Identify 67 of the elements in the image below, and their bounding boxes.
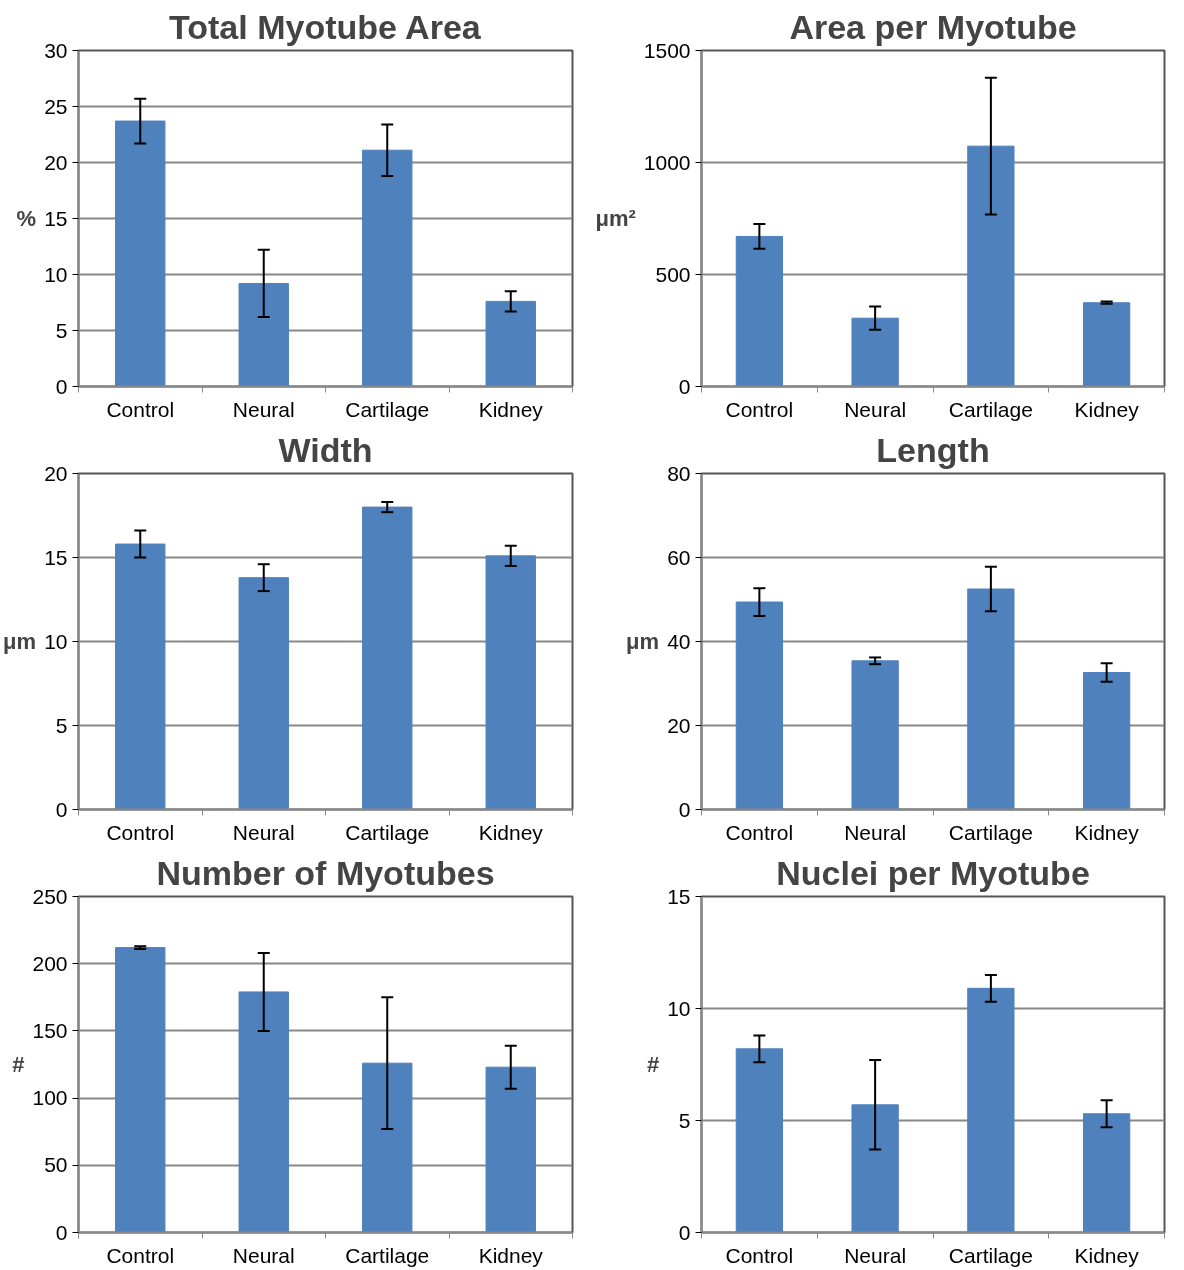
y-tick-label: 5 bbox=[55, 713, 68, 737]
x-tick-label: Cartilage bbox=[948, 1243, 1033, 1267]
y-axis-title: % bbox=[16, 206, 37, 231]
x-tick-label: Kidney bbox=[478, 820, 544, 844]
y-tick-label: 20 bbox=[44, 461, 68, 485]
y-tick-label: 30 bbox=[44, 38, 68, 62]
y-tick-label: 10 bbox=[44, 262, 68, 286]
y-tick-label: 250 bbox=[32, 884, 68, 908]
y-tick-label: 80 bbox=[667, 461, 691, 485]
x-tick-label: Cartilage bbox=[345, 397, 430, 421]
y-tick-label: 10 bbox=[44, 629, 68, 653]
y-tick-label: 50 bbox=[44, 1153, 68, 1177]
x-tick-label: Control bbox=[106, 820, 175, 844]
x-tick-label: Control bbox=[725, 1243, 794, 1267]
y-tick-label: 1500 bbox=[643, 38, 691, 62]
y-axis-title: # bbox=[12, 1052, 25, 1077]
y-tick-label: 0 bbox=[678, 1220, 691, 1244]
y-axis-title: μm bbox=[626, 629, 660, 654]
x-tick-label: Control bbox=[106, 1243, 175, 1267]
x-tick-label: Kidney bbox=[1074, 1243, 1140, 1267]
y-tick-label: 0 bbox=[678, 797, 691, 821]
y-tick-label: 15 bbox=[44, 545, 68, 569]
chart-title: Width bbox=[278, 430, 373, 469]
y-tick-label: 1000 bbox=[643, 150, 691, 174]
y-tick-label: 25 bbox=[44, 94, 68, 118]
x-tick-label: Neural bbox=[232, 820, 295, 844]
y-tick-label: 500 bbox=[655, 262, 691, 286]
x-tick-label: Control bbox=[725, 820, 794, 844]
x-tick-label: Cartilage bbox=[948, 820, 1033, 844]
x-tick-label: Neural bbox=[232, 1243, 295, 1267]
x-tick-label: Control bbox=[725, 397, 794, 421]
y-axis-title: # bbox=[646, 1052, 660, 1077]
y-tick-label: 15 bbox=[667, 884, 691, 908]
y-tick-label: 10 bbox=[667, 996, 691, 1020]
y-tick-label: 0 bbox=[55, 374, 68, 398]
y-tick-label: 15 bbox=[44, 206, 68, 230]
y-axis-title: μm bbox=[3, 629, 37, 654]
x-tick-label: Kidney bbox=[1074, 820, 1140, 844]
y-tick-label: 60 bbox=[667, 545, 691, 569]
y-tick-label: 5 bbox=[55, 318, 68, 342]
chart-title: Length bbox=[876, 430, 990, 469]
y-tick-label: 20 bbox=[44, 150, 68, 174]
y-tick-label: 150 bbox=[32, 1018, 68, 1042]
y-tick-label: 40 bbox=[667, 629, 691, 653]
x-tick-label: Neural bbox=[232, 397, 295, 421]
x-tick-label: Control bbox=[106, 397, 175, 421]
y-tick-label: 0 bbox=[55, 1220, 68, 1244]
y-tick-label: 0 bbox=[55, 797, 68, 821]
x-tick-label: Neural bbox=[844, 397, 907, 421]
y-tick-label: 100 bbox=[32, 1086, 68, 1110]
chart-title: Nuclei per Myotube bbox=[776, 853, 1090, 892]
y-tick-label: 5 bbox=[678, 1108, 691, 1132]
x-tick-label: Cartilage bbox=[345, 820, 430, 844]
x-tick-label: Kidney bbox=[478, 397, 544, 421]
y-tick-label: 0 bbox=[678, 374, 691, 398]
x-tick-label: Kidney bbox=[1074, 397, 1140, 421]
x-tick-label: Neural bbox=[844, 820, 907, 844]
x-tick-label: Kidney bbox=[478, 1243, 544, 1267]
y-axis-title: μm² bbox=[595, 206, 636, 231]
x-tick-label: Cartilage bbox=[345, 1243, 430, 1267]
chart-title: Number of Myotubes bbox=[156, 853, 495, 892]
x-tick-label: Cartilage bbox=[948, 397, 1033, 421]
chart-title: Area per Myotube bbox=[789, 7, 1077, 46]
y-tick-label: 200 bbox=[32, 951, 68, 975]
y-tick-label: 20 bbox=[667, 713, 691, 737]
chart-title: Total Myotube Area bbox=[169, 7, 482, 46]
x-tick-label: Neural bbox=[844, 1243, 907, 1267]
